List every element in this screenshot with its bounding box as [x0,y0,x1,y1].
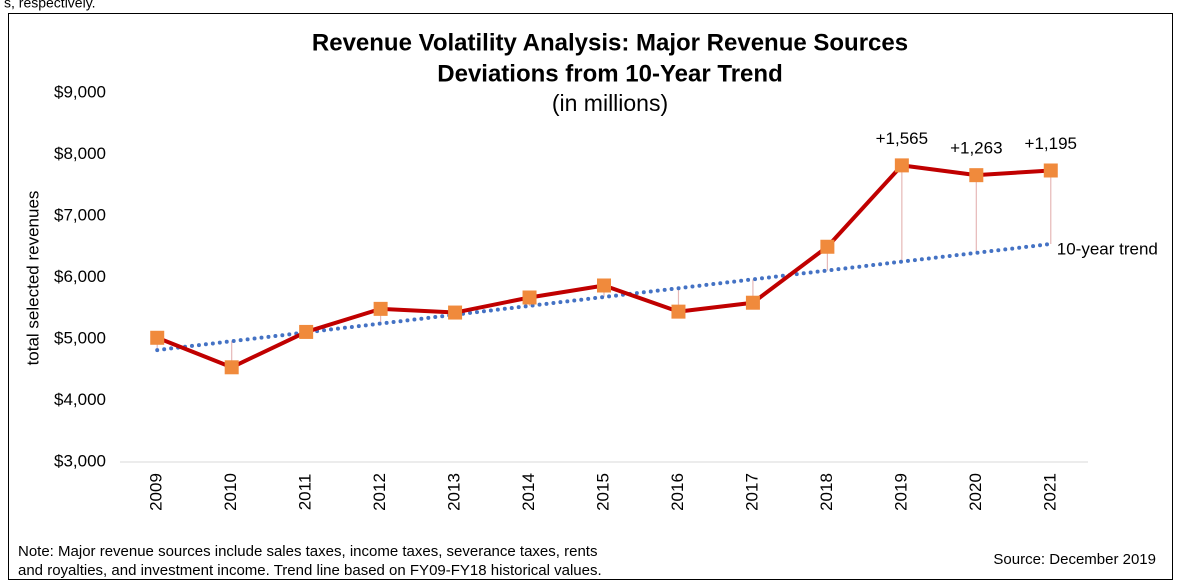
marker [820,239,835,254]
y-axis-label: total selected revenues [23,191,42,366]
y-tick-label: $5,000 [54,328,106,347]
marker [894,158,909,173]
trend-label: 10-year trend [1057,239,1158,258]
trend-line [155,241,1053,353]
marker [969,168,984,183]
x-tick-label: 2009 [147,473,166,511]
x-tick-label: 2021 [1040,473,1059,511]
marker [745,295,760,310]
deviation-label: +1,565 [876,129,928,148]
marker [522,290,537,305]
note: and royalties, and investment income. Tr… [18,562,602,579]
marker [150,330,165,345]
chart-frame [8,13,1173,580]
x-tick-label: 2012 [370,473,389,511]
deviation-label: +1,263 [950,139,1002,158]
y-tick-label: $9,000 [54,82,106,101]
x-tick-label: 2010 [221,473,240,511]
clipped-text: s, respectively. [4,0,96,11]
marker [448,305,463,320]
marker [1043,163,1058,178]
x-tick-label: 2013 [445,473,464,511]
marker [224,360,239,375]
x-tick-label: 2017 [742,473,761,511]
marker [373,301,388,316]
chart-subtitle: (in millions) [552,90,668,116]
deviation-label: +1,195 [1025,134,1077,153]
x-tick-label: 2018 [817,473,836,511]
y-tick-label: $3,000 [54,451,106,470]
chart-title: Revenue Volatility Analysis: Major Reven… [312,29,908,56]
marker [597,278,611,293]
x-tick-label: 2019 [891,473,910,511]
marker [671,304,686,319]
x-tick-label: 2016 [668,473,687,511]
x-tick-label: 2020 [966,473,985,511]
x-tick-label: 2011 [296,474,315,511]
y-tick-label: $4,000 [54,390,106,409]
x-tick-label: 2014 [519,473,538,511]
source: Source: December 2019 [993,551,1156,568]
marker [299,324,314,339]
y-tick-label: $8,000 [54,144,106,163]
chart-title: Deviations from 10-Year Trend [437,60,782,87]
note: Note: Major revenue sources include sale… [18,543,597,560]
y-tick-label: $7,000 [54,205,106,224]
y-tick-label: $6,000 [54,267,106,286]
x-tick-label: 2015 [593,473,612,511]
